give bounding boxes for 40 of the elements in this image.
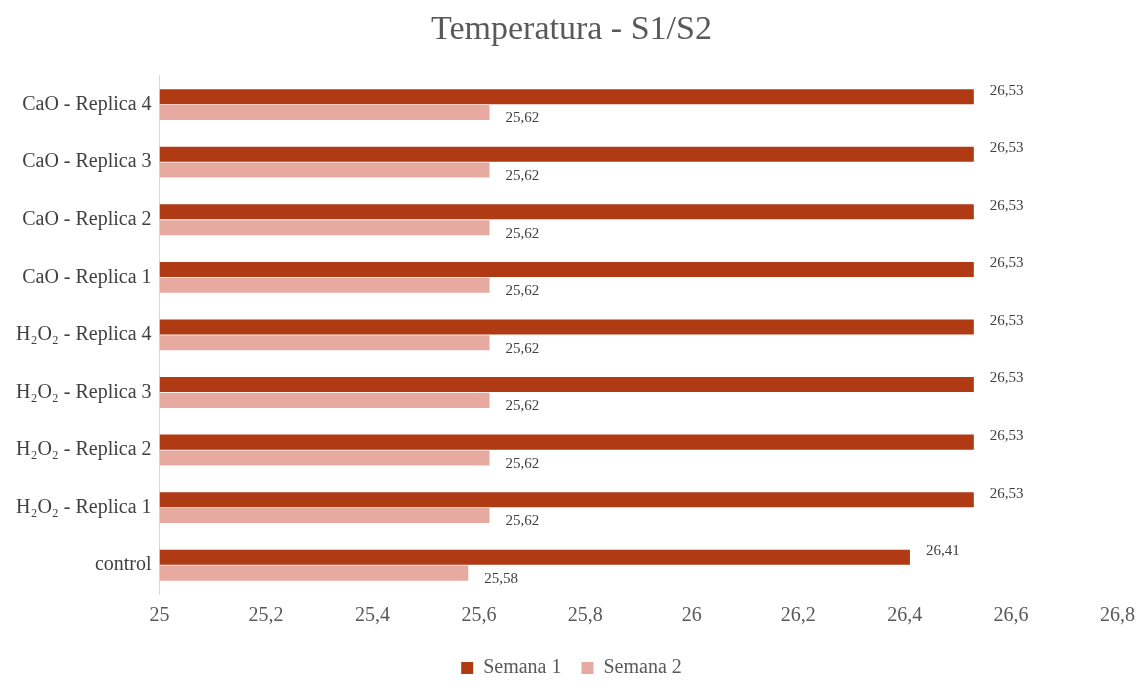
- x-tick-label: 25,6: [461, 603, 497, 626]
- data-label: 25,62: [505, 167, 540, 184]
- y-tick-label: H₂O₂ - Replica 4: [16, 322, 152, 346]
- data-label: 26,53: [989, 254, 1024, 271]
- data-label: 25,62: [505, 224, 540, 241]
- y-tick-label: control: [94, 552, 153, 575]
- legend-label: Semana 1: [483, 655, 562, 678]
- x-tick-label: 26,2: [780, 603, 816, 626]
- x-tick-label: 26: [681, 603, 702, 626]
- x-tick-label: 25,2: [248, 603, 284, 626]
- data-label: 25,62: [505, 397, 540, 414]
- data-label: 26,53: [989, 484, 1024, 501]
- x-tick-label: 25,4: [354, 603, 390, 626]
- legend-label: Semana 2: [603, 655, 682, 678]
- y-tick-label: H₂O₂ - Replica 3: [16, 379, 152, 403]
- x-tick-label: 25: [149, 603, 170, 626]
- y-tick-label: CaO - Replica 1: [22, 264, 152, 288]
- data-label: 26,53: [989, 81, 1024, 98]
- data-label: 26,53: [989, 427, 1024, 444]
- y-tick-label: H₂O₂ - Replica 1: [16, 494, 152, 518]
- y-tick-label: CaO - Replica 2: [22, 206, 152, 230]
- data-label: 26,53: [989, 369, 1024, 386]
- data-label: 26,41: [925, 542, 960, 559]
- data-label: 25,62: [505, 512, 540, 529]
- y-tick-label: CaO - Replica 4: [22, 91, 152, 115]
- data-label: 26,53: [989, 311, 1024, 328]
- data-label: 25,62: [505, 454, 540, 471]
- y-tick-label: H₂O₂ - Replica 2: [16, 437, 152, 461]
- y-tick-label: CaO - Replica 3: [22, 149, 152, 173]
- data-label: 25,62: [505, 339, 540, 356]
- x-tick-label: 26,4: [887, 603, 923, 626]
- x-tick-label: 26,8: [1100, 603, 1135, 626]
- data-label: 26,53: [989, 196, 1024, 213]
- data-label: 25,58: [484, 570, 518, 587]
- x-tick-label: 25,8: [567, 603, 603, 626]
- chart-title: Temperatura - S1/S2: [431, 9, 712, 47]
- data-label: 26,53: [989, 139, 1024, 156]
- x-tick-label: 26,6: [993, 603, 1029, 626]
- data-label: 25,62: [505, 109, 540, 126]
- data-label: 25,62: [505, 282, 540, 299]
